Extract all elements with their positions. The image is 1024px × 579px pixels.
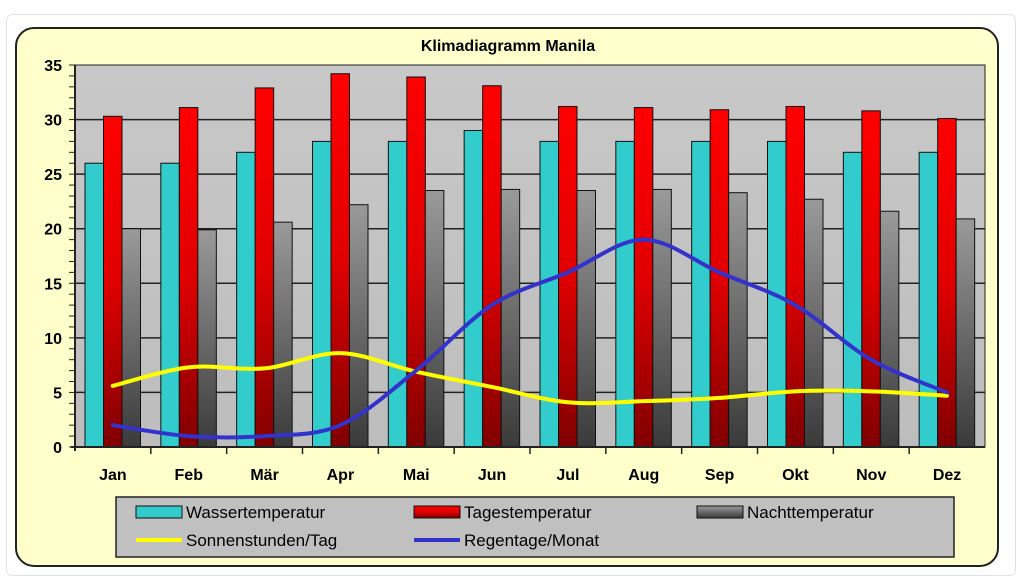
x-tick-label: Dez (933, 467, 961, 484)
x-tick-label: Jun (478, 467, 506, 484)
x-tick-label: Okt (782, 467, 809, 484)
bar-wassertemperatur (236, 151, 256, 448)
bar-nachttemperatur (652, 188, 672, 448)
bar-wassertemperatur (160, 162, 180, 448)
x-tick-label: Sep (705, 467, 735, 484)
line-sonnenstundentag (110, 351, 949, 406)
x-tick-label: Feb (175, 467, 204, 484)
y-tick-label: 20 (44, 222, 62, 239)
bar-nachttemperatur (955, 218, 976, 448)
legend-swatch (696, 505, 744, 519)
legend-label: Wassertemperatur (186, 503, 326, 522)
bar-nachttemperatur (424, 190, 445, 448)
plot-area (74, 64, 986, 448)
bar-tagestemperatur (482, 85, 502, 448)
y-tick-label: 25 (44, 167, 62, 184)
x-tick-label: Jul (556, 467, 579, 484)
legend-label: Nachttemperatur (747, 503, 874, 522)
bar-tagestemperatur (406, 76, 426, 448)
x-tick-label: Nov (856, 467, 886, 484)
bar-nachttemperatur (121, 228, 141, 448)
line-regentagemonat (110, 237, 949, 440)
bar-wassertemperatur (387, 140, 408, 448)
bar-wassertemperatur (918, 151, 939, 448)
y-tick-label: 5 (53, 385, 62, 402)
bar-wassertemperatur (84, 162, 104, 448)
bar-nachttemperatur (197, 229, 217, 448)
x-tick-label: Mai (403, 467, 430, 484)
chart-title: Klimadiagramm Manila (421, 38, 595, 55)
y-tick-label: 15 (44, 276, 62, 293)
bar-tagestemperatur (861, 110, 881, 448)
bar-tagestemperatur (254, 87, 275, 448)
x-tick-label: Apr (327, 467, 355, 484)
x-tick-label: Mär (250, 467, 278, 484)
legend-swatch (413, 505, 461, 519)
legend-label: Tagestemperatur (464, 503, 592, 522)
bar-nachttemperatur (576, 190, 596, 448)
y-tick-label: 35 (44, 58, 62, 75)
bar-nachttemperatur (500, 188, 521, 448)
bar-tagestemperatur (633, 107, 654, 448)
x-tick-label: Jan (99, 467, 127, 484)
legend-label: Regentage/Monat (464, 531, 599, 550)
bar-nachttemperatur (273, 221, 293, 448)
bar-tagestemperatur (330, 73, 350, 448)
y-tick-label: 10 (44, 331, 62, 348)
legend-label: Sonnenstunden/Tag (186, 531, 337, 550)
legend-swatch (135, 505, 183, 519)
bar-tagestemperatur (178, 107, 199, 448)
x-tick-label: Aug (628, 467, 659, 484)
bar-nachttemperatur (879, 210, 900, 448)
bar-wassertemperatur (463, 129, 484, 448)
bar-wassertemperatur (842, 151, 863, 448)
bar-tagestemperatur (785, 105, 805, 448)
bar-tagestemperatur (937, 117, 957, 448)
legend-box (115, 496, 955, 558)
y-tick-label: 30 (44, 113, 62, 130)
bar-nachttemperatur (728, 192, 748, 448)
y-tick-label: 0 (53, 440, 62, 457)
bar-wassertemperatur (312, 140, 332, 448)
bar-tagestemperatur (103, 115, 123, 448)
